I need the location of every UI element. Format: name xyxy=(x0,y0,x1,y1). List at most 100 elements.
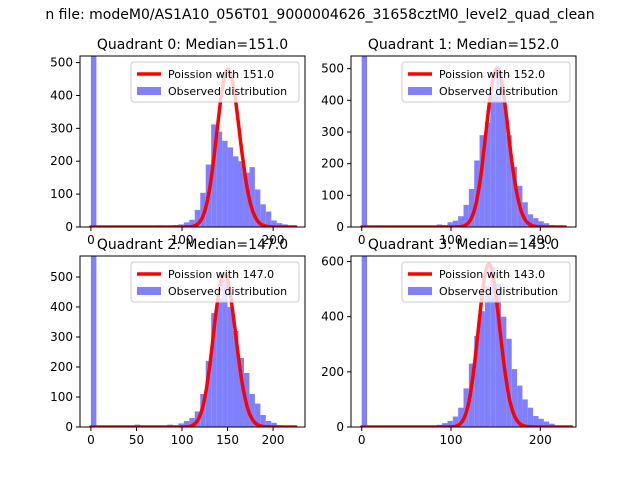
histogram-bar xyxy=(271,220,277,227)
histogram-bar xyxy=(222,280,228,427)
histogram-bar xyxy=(189,418,195,427)
histogram-bar xyxy=(447,420,453,427)
poisson-curve xyxy=(89,67,298,227)
histogram-bar xyxy=(484,286,491,427)
x-tick-label: 100 xyxy=(440,233,463,247)
panel-title: Quadrant 3: Median=143.0 xyxy=(368,237,559,253)
histogram-bar xyxy=(511,369,518,427)
histogram-bar xyxy=(533,218,539,227)
panels-group: 0 100 200 0 100 200 300 400 500 Quadrant 0: Media… xyxy=(50,37,577,447)
poisson-curve xyxy=(89,272,298,427)
histogram-bar xyxy=(495,283,501,427)
histogram-bar xyxy=(265,211,272,227)
legend-label-observed: Observed distribution xyxy=(168,285,287,298)
plot-area xyxy=(89,56,298,227)
histogram-bar xyxy=(205,361,212,427)
histogram-bar xyxy=(474,335,480,427)
histogram-bar xyxy=(260,204,266,227)
histogram-bar xyxy=(90,256,97,427)
histogram-bar xyxy=(183,421,190,427)
histogram-bar xyxy=(254,403,261,427)
y-tick-label: 400 xyxy=(50,300,73,314)
figure-suptitle: n file: modeM0/AS1A10_056T01_9000004626_… xyxy=(45,7,594,23)
histogram-bar xyxy=(238,358,244,427)
histogram-bar xyxy=(538,221,544,227)
y-tick-label: 100 xyxy=(321,188,344,202)
histogram-bar xyxy=(233,156,239,227)
histogram-bar xyxy=(200,192,206,227)
histogram-bar xyxy=(458,407,464,427)
histogram-bar xyxy=(479,311,485,427)
histogram-bar xyxy=(506,135,512,227)
y-tick-label: 300 xyxy=(50,330,73,344)
legend-patch-swatch xyxy=(137,287,161,295)
y-tick-label: 0 xyxy=(65,220,73,234)
panel-1: 0 100 200 0 100 200 300 400 500 Quadrant 1: Media… xyxy=(321,37,577,247)
legend: Poission with 147.0 Observed distribution xyxy=(130,261,300,303)
y-tick-label: 400 xyxy=(321,93,344,107)
histogram-bar xyxy=(501,100,507,227)
legend-label-observed: Observed distribution xyxy=(168,85,287,98)
histogram-bar xyxy=(260,415,266,427)
histogram-bar xyxy=(458,216,464,227)
y-tick-label: 0 xyxy=(336,420,344,434)
legend-label-observed: Observed distribution xyxy=(439,285,558,298)
panel-0: 0 100 200 0 100 200 300 400 500 Quadrant 0: Media… xyxy=(50,37,306,247)
y-tick-label: 200 xyxy=(321,365,344,379)
x-tick-label: 100 xyxy=(171,433,194,447)
histogram-bar xyxy=(533,415,539,427)
histogram-bar xyxy=(211,124,217,227)
histogram-bar xyxy=(254,189,261,227)
x-tick-label: 0 xyxy=(87,433,95,447)
poisson-curve xyxy=(359,66,568,227)
histogram-bar xyxy=(183,222,190,227)
histogram-bar xyxy=(527,407,534,427)
poisson-curve xyxy=(359,262,574,427)
histogram-bar xyxy=(178,423,184,427)
x-tick-label: 200 xyxy=(529,433,552,447)
histogram-bar xyxy=(265,421,272,427)
axes-frame xyxy=(350,55,577,228)
histogram-bar xyxy=(522,202,528,227)
y-tick-label: 200 xyxy=(321,157,344,171)
histogram-bar xyxy=(249,167,255,227)
histogram-bar xyxy=(543,223,550,227)
legend-box xyxy=(130,61,300,103)
axes-frame xyxy=(79,255,306,428)
histogram-bar xyxy=(479,135,485,227)
panel-2: 0 50 100 150 200 0 100 200 300 400 500 Quadrant 2: … xyxy=(50,237,306,447)
panel-title: Quadrant 2: Median=147.0 xyxy=(97,237,288,253)
legend-label-poisson: Poission with 152.0 xyxy=(439,68,545,81)
histogram-bar xyxy=(452,220,459,227)
y-tick-label: 200 xyxy=(50,154,73,168)
y-tick-label: 300 xyxy=(50,121,73,135)
histogram-bar xyxy=(276,223,283,227)
histogram-bar xyxy=(216,298,223,427)
y-tick-label: 300 xyxy=(321,125,344,139)
plot-area xyxy=(359,56,568,227)
x-tick-label: 0 xyxy=(87,233,95,247)
histogram-bar xyxy=(227,307,234,427)
histogram-bar xyxy=(527,214,534,227)
histogram-bar xyxy=(511,166,518,227)
y-tick-label: 200 xyxy=(50,360,73,374)
y-tick-label: 0 xyxy=(65,420,73,434)
panel-3: 0 100 200 0 200 400 600 Quadrant 3: Median=143.… xyxy=(321,237,577,447)
histogram-bar xyxy=(463,204,469,227)
legend-patch-swatch xyxy=(408,87,432,95)
histogram-bar xyxy=(452,416,459,427)
legend: Poission with 152.0 Observed distribution xyxy=(401,61,571,103)
y-tick-label: 500 xyxy=(50,270,73,284)
histogram-bar xyxy=(447,222,453,227)
panel-title: Quadrant 0: Median=151.0 xyxy=(97,37,288,53)
plot-area xyxy=(359,256,574,427)
histogram-bar xyxy=(484,122,491,227)
legend-label-poisson: Poission with 151.0 xyxy=(168,68,274,81)
x-tick-label: 200 xyxy=(262,433,285,447)
histogram-bar xyxy=(238,161,244,227)
histogram-bar xyxy=(194,209,201,227)
histogram-bar xyxy=(506,338,512,427)
y-tick-label: 500 xyxy=(50,56,73,70)
legend: Poission with 151.0 Observed distribution xyxy=(130,61,300,103)
